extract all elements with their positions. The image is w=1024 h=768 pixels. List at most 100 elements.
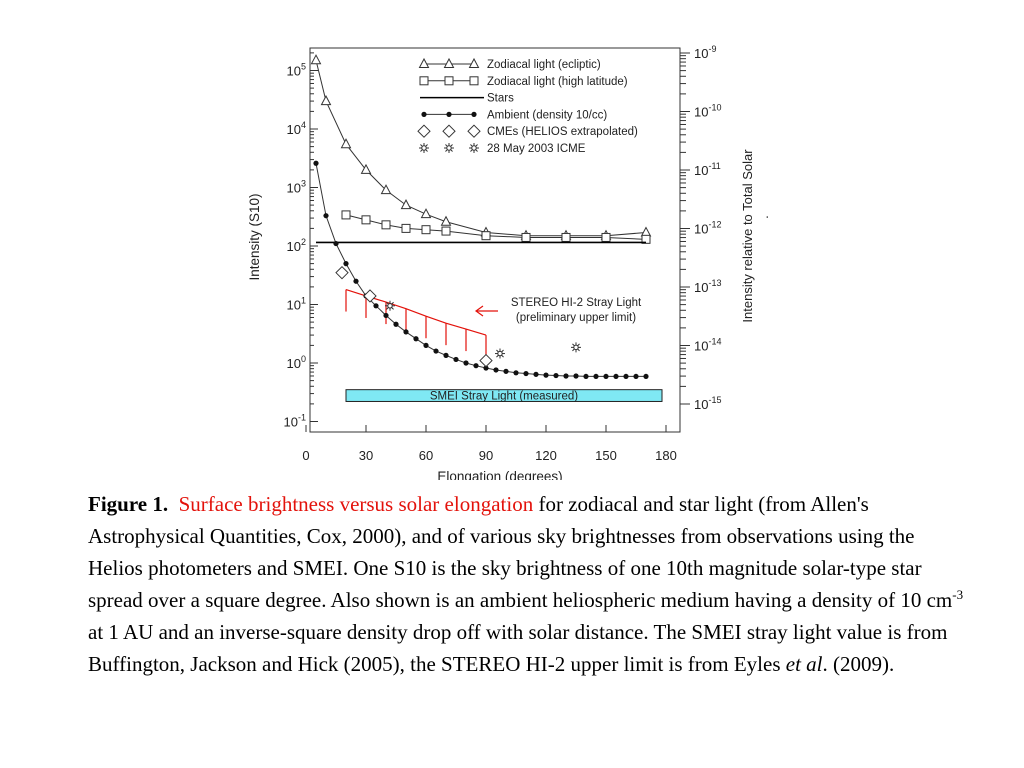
data-point-dot bbox=[513, 370, 519, 376]
caption-etal: et al bbox=[785, 652, 823, 676]
data-point-dot bbox=[613, 373, 619, 380]
y-tick-label: 103 bbox=[287, 179, 306, 196]
y-tick-label: 104 bbox=[287, 120, 306, 137]
data-point-star bbox=[571, 342, 581, 353]
data-point-dot bbox=[533, 371, 539, 377]
caption-sup: -3 bbox=[952, 587, 964, 602]
smei-box bbox=[345, 389, 663, 402]
caption-highlight: Surface brightness versus solar elongati… bbox=[178, 492, 534, 516]
data-point-triangle bbox=[320, 95, 332, 106]
stereo-arrow-head bbox=[474, 305, 484, 317]
x-tick-label: 30 bbox=[359, 448, 373, 463]
data-point-square bbox=[441, 226, 451, 236]
plot-frame bbox=[309, 47, 681, 433]
y2-axis-label: Intensity relative to Total Solar bbox=[740, 149, 755, 323]
legend-label: Zodiacal light (ecliptic) bbox=[487, 59, 601, 71]
legend-label: Stars bbox=[487, 93, 514, 105]
chart: 0 30 60 90 120 150 180 Elongation (degrees) 10-1… bbox=[247, 44, 771, 480]
y2-tick-label: 10-9 bbox=[694, 44, 716, 61]
x-tick-label: 180 bbox=[655, 448, 677, 463]
data-point-dot bbox=[343, 261, 349, 267]
data-point-dot bbox=[453, 356, 459, 363]
data-point-triangle bbox=[440, 215, 452, 226]
series-line-dot bbox=[315, 163, 646, 377]
legend-marker-diamond bbox=[467, 124, 481, 138]
y2-tick-label: 10-13 bbox=[694, 278, 721, 295]
y2-tick-label: 10-12 bbox=[694, 220, 721, 237]
caption-label: Figure 1. bbox=[88, 492, 169, 516]
data-point-diamond bbox=[479, 353, 493, 368]
data-point-dot bbox=[633, 373, 639, 380]
data-point-triangle bbox=[400, 199, 412, 210]
data-point-dot bbox=[493, 367, 499, 373]
y-tick-label: 10-1 bbox=[284, 413, 306, 430]
data-point-dot bbox=[503, 368, 509, 374]
x-tick-label: 60 bbox=[419, 448, 433, 463]
data-point-diamond bbox=[363, 289, 377, 303]
y2-tick-label: 10-14 bbox=[694, 337, 721, 354]
legend-marker-dot bbox=[471, 111, 477, 117]
data-point-dot bbox=[593, 373, 599, 380]
data-point-dot bbox=[383, 312, 389, 319]
legend-marker-triangle bbox=[418, 57, 430, 68]
data-point-square bbox=[361, 215, 371, 225]
legend-marker-star bbox=[419, 143, 429, 153]
data-point-dot bbox=[483, 365, 489, 371]
data-point-triangle bbox=[640, 226, 652, 237]
legend-label: CMEs (HELIOS extrapolated) bbox=[487, 126, 638, 138]
data-point-triangle bbox=[380, 184, 392, 195]
data-point-dot bbox=[573, 373, 579, 379]
data-point-dot bbox=[373, 303, 379, 309]
legend-marker-square bbox=[469, 76, 479, 86]
legend-marker-diamond bbox=[417, 124, 431, 138]
data-point-triangle bbox=[310, 54, 322, 65]
data-point-dot bbox=[523, 370, 529, 377]
data-point-dot bbox=[623, 373, 629, 380]
y-axis-label: Intensity (S10) bbox=[247, 193, 262, 280]
data-point-star bbox=[495, 348, 505, 359]
legend-marker-triangle bbox=[443, 57, 455, 68]
y2-tick-label: 10-10 bbox=[694, 103, 721, 120]
x-tick-label: 150 bbox=[595, 448, 617, 463]
data-point-dot bbox=[413, 336, 419, 342]
data-point-star bbox=[385, 300, 395, 311]
data-point-square bbox=[421, 225, 431, 235]
data-point-square bbox=[601, 232, 611, 242]
smei-box-label: SMEI Stray Light (measured) bbox=[430, 391, 578, 403]
caption-text-a: for zodiacal and star light (from Allen'… bbox=[88, 492, 953, 612]
y2-tick-label: 10-11 bbox=[694, 161, 721, 178]
data-point-dot bbox=[603, 373, 609, 380]
x-tick-label: 120 bbox=[535, 448, 557, 463]
data-point-dot bbox=[553, 372, 559, 379]
legend-marker-dot bbox=[421, 111, 427, 117]
stereo-label-line1: STEREO HI-2 Stray Light bbox=[511, 297, 642, 309]
x-axis-label: Elongation (degrees) bbox=[437, 469, 562, 480]
legend-label: 28 May 2003 ICME bbox=[487, 143, 586, 155]
y-tick-label: 100 bbox=[287, 354, 306, 371]
data-point-dot bbox=[423, 342, 429, 348]
y-tick-label: 102 bbox=[287, 237, 306, 254]
data-point-square bbox=[381, 220, 391, 230]
data-point-dot bbox=[543, 372, 549, 378]
data-point-dot bbox=[583, 373, 589, 380]
data-point-dot bbox=[443, 352, 449, 358]
y-tick-label: 105 bbox=[287, 62, 306, 79]
data-point-square bbox=[481, 231, 491, 241]
data-point-dot bbox=[473, 363, 479, 369]
legend-marker-square bbox=[444, 76, 454, 86]
data-point-square bbox=[341, 210, 351, 220]
y2-tick-label: 10-15 bbox=[694, 395, 721, 412]
x-tick-label: 0 bbox=[302, 448, 309, 463]
data-point-dot bbox=[643, 373, 649, 380]
caption-text-b: at 1 AU and an inverse-square density dr… bbox=[88, 620, 948, 676]
data-point-triangle bbox=[360, 163, 372, 174]
caption-text-c: . (2009). bbox=[822, 652, 895, 676]
legend-marker-star bbox=[444, 143, 454, 153]
legend-marker-triangle bbox=[468, 57, 480, 68]
x-tick-label: 90 bbox=[479, 448, 493, 463]
data-point-square bbox=[641, 234, 651, 244]
y2-axis-label-suffix: . bbox=[756, 215, 771, 219]
data-point-square bbox=[521, 232, 531, 242]
data-point-dot bbox=[563, 373, 569, 379]
data-point-square bbox=[561, 232, 571, 242]
